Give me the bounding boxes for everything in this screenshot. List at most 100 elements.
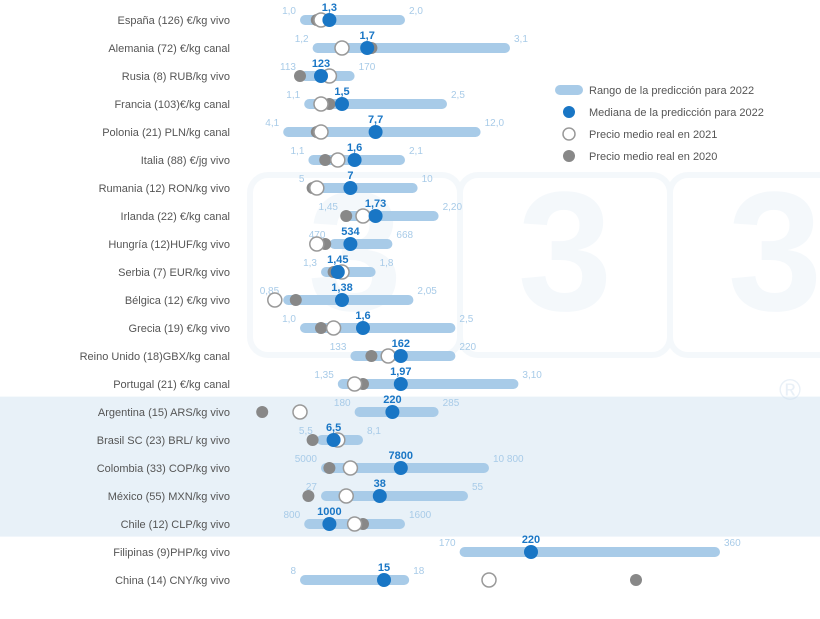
price-2021-dot — [343, 461, 357, 475]
range-hi-label: 1,8 — [380, 258, 394, 269]
row-label: Portugal (21) €/kg canal — [113, 379, 230, 391]
range-lo-label: 8 — [290, 566, 296, 577]
svg-text:3: 3 — [728, 157, 820, 347]
median-dot — [314, 69, 328, 83]
median-label: 7,7 — [368, 114, 383, 126]
range-hi-label: 2,1 — [409, 146, 423, 157]
range-lo-label: 5000 — [295, 454, 318, 465]
range-lo-label: 180 — [334, 398, 351, 409]
median-label: 1,6 — [355, 310, 370, 322]
median-dot — [343, 237, 357, 251]
row-label: Italia (88) €/jg vivo — [141, 155, 230, 167]
row-label: Francia (103)€/kg canal — [114, 99, 230, 111]
price-2020-dot — [315, 322, 327, 334]
price-2021-dot — [310, 181, 324, 195]
row-label: Rusia (8) RUB/kg vivo — [122, 71, 230, 83]
price-2020-dot — [290, 294, 302, 306]
row-label: Bélgica (12) €/kg vivo — [125, 295, 230, 307]
price-2020-dot — [630, 574, 642, 586]
legend-label: Precio medio real en 2021 — [589, 129, 717, 141]
price-2020-dot — [365, 350, 377, 362]
median-dot — [322, 13, 336, 27]
median-label: 15 — [378, 562, 390, 574]
range-lo-label: 1,1 — [290, 146, 304, 157]
range-lo-label: 1,35 — [314, 370, 334, 381]
row-label: Filipinas (9)PHP/kg vivo — [113, 547, 230, 559]
range-hi-label: 1600 — [409, 510, 432, 521]
price-2020-dot — [307, 434, 319, 446]
row-label: China (14) CNY/kg vivo — [115, 575, 230, 587]
row-label: Grecia (19) €/kg vivo — [129, 323, 230, 335]
price-2020-dot — [302, 490, 314, 502]
price-2021-dot — [356, 209, 370, 223]
median-dot — [360, 41, 374, 55]
median-dot — [524, 545, 538, 559]
median-dot — [377, 573, 391, 587]
range-hi-label: 220 — [459, 342, 476, 353]
median-dot — [385, 405, 399, 419]
price-2021-dot — [331, 153, 345, 167]
median-label: 1,45 — [327, 254, 348, 266]
range-lo-label: 1,45 — [319, 202, 339, 213]
range-lo-label: 800 — [284, 510, 301, 521]
median-label: 220 — [383, 394, 401, 406]
median-dot — [343, 181, 357, 195]
legend-label: Mediana de la predicción para 2022 — [589, 107, 764, 119]
range-hi-label: 2,0 — [409, 6, 423, 17]
range-hi-label: 285 — [443, 398, 460, 409]
median-dot — [369, 125, 383, 139]
price-2020-dot — [256, 406, 268, 418]
row-label: España (126) €/kg vivo — [117, 15, 230, 27]
row-label: Argentina (15) ARS/kg vivo — [98, 407, 230, 419]
price-2021-dot — [293, 405, 307, 419]
median-label: 534 — [341, 226, 360, 238]
svg-text:3: 3 — [518, 157, 613, 347]
price-2020-dot — [319, 154, 331, 166]
range-lo-label: 170 — [439, 538, 456, 549]
svg-text:®: ® — [779, 374, 801, 407]
median-dot — [394, 349, 408, 363]
median-dot — [327, 433, 341, 447]
median-label: 1,7 — [360, 30, 375, 42]
price-2021-dot — [268, 293, 282, 307]
row-label: México (55) MXN/kg vivo — [108, 491, 230, 503]
median-label: 1,73 — [365, 198, 386, 210]
row-label: Colombia (33) COP/kg vivo — [97, 463, 230, 475]
row-label: Serbia (7) EUR/kg vivo — [118, 267, 230, 279]
legend-label: Rango de la predicción para 2022 — [589, 85, 754, 97]
range-lo-label: 1,3 — [303, 258, 317, 269]
row-label: Hungría (12)HUF/kg vivo — [108, 239, 230, 251]
median-label: 162 — [392, 338, 410, 350]
row-label: Polonia (21) PLN/kg canal — [102, 127, 230, 139]
median-dot — [335, 293, 349, 307]
row-label: Alemania (72) €/kg canal — [108, 43, 230, 55]
price-2020-dot — [323, 462, 335, 474]
median-label: 1,6 — [347, 142, 362, 154]
range-hi-label: 668 — [396, 230, 413, 241]
range-hi-label: 2,20 — [443, 202, 463, 213]
price-2021-dot — [339, 489, 353, 503]
row-label: Rumania (12) RON/kg vivo — [99, 183, 230, 195]
row-label: Irlanda (22) €/kg canal — [121, 211, 230, 223]
price-2021-dot — [482, 573, 496, 587]
range-hi-label: 10 800 — [493, 454, 524, 465]
range-lo-label: 4,1 — [265, 118, 279, 129]
row-label: Reino Unido (18)GBX/kg canal — [80, 351, 230, 363]
range-lo-label: 1,1 — [286, 90, 300, 101]
range-hi-label: 2,5 — [459, 314, 473, 325]
median-label: 123 — [312, 58, 330, 70]
median-dot — [348, 153, 362, 167]
legend: Rango de la predicción para 2022 Mediana … — [555, 85, 764, 163]
median-dot — [373, 489, 387, 503]
median-dot — [322, 517, 336, 531]
price-2021-dot — [314, 125, 328, 139]
median-label: 1,5 — [334, 86, 349, 98]
median-dot — [331, 265, 345, 279]
range-lo-label: 113 — [280, 62, 296, 73]
range-hi-label: 8,1 — [367, 426, 381, 437]
range-bar — [308, 183, 417, 193]
price-2020-dot — [294, 70, 306, 82]
median-label: 38 — [374, 478, 386, 490]
range-lo-label: 1,0 — [282, 6, 296, 17]
range-hi-label: 3,10 — [522, 370, 542, 381]
